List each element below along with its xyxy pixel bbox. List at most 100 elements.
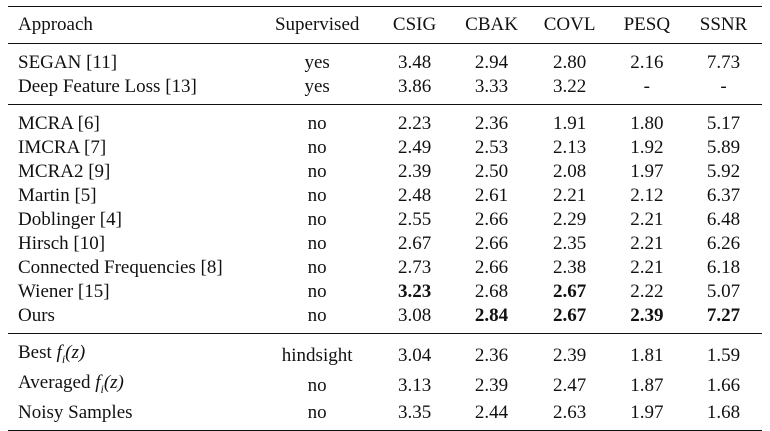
cell-supervised: yes xyxy=(257,43,377,75)
cell-covl: 2.21 xyxy=(552,185,587,206)
cell-approach: SEGAN [11] xyxy=(8,43,258,75)
cell-csig: 2.73 xyxy=(397,257,432,278)
cell-approach: Connected Frequencies [8] xyxy=(18,257,223,278)
cell-supervised: no xyxy=(307,257,327,278)
cell-cbak: 2.66 xyxy=(474,209,509,230)
cell-pesq: 2.39 xyxy=(630,305,664,326)
cell-supervised: no xyxy=(307,233,327,254)
cell-ssnr: 1.66 xyxy=(706,374,741,396)
cell-csig: 3.13 xyxy=(397,374,432,396)
cell-approach: MCRA [6] xyxy=(8,104,258,136)
cell-cbak: 2.39 xyxy=(474,374,509,396)
page: Approach Supervised CSIG CBAK COVL PESQ … xyxy=(8,6,762,431)
table-row: Wiener [15] no 3.23 2.68 2.67 2.22 5.07 xyxy=(8,280,762,304)
cell-pesq: 2.22 xyxy=(630,281,664,302)
cell-cbak: 2.66 xyxy=(474,257,509,278)
cell-approach: Martin [5] xyxy=(18,185,97,206)
cell-approach: MCRA2 [9] xyxy=(18,161,111,182)
cell-cbak: 2.50 xyxy=(474,161,509,182)
table-row: Deep Feature Loss [13] yes 3.86 3.33 3.22 - - xyxy=(8,75,762,105)
table-header: Approach Supervised CSIG CBAK COVL PESQ … xyxy=(8,6,762,44)
header-ssnr: SSNR xyxy=(685,6,762,44)
cell-pesq: 1.81 xyxy=(608,332,686,371)
cell-pesq: 1.97 xyxy=(630,161,664,182)
table-row: Connected Frequencies [8] no 2.73 2.66 2.38 2… xyxy=(8,256,762,280)
cell-ssnr: 6.37 xyxy=(706,185,741,206)
cell-covl: 1.91 xyxy=(530,104,609,136)
table-row: MCRA [6] no 2.23 2.36 1.91 1.80 5.17 xyxy=(8,104,762,136)
cell-cbak: 2.36 xyxy=(452,104,531,136)
cell-ssnr: 1.59 xyxy=(685,332,762,371)
table-row: Best fi(z)Best fi(z)hindsight3.042.362.3… xyxy=(8,332,762,371)
cell-covl: 2.13 xyxy=(552,137,587,158)
cell-cbak: 2.68 xyxy=(474,281,509,302)
cell-ssnr: 5.07 xyxy=(706,281,741,302)
header-pesq: PESQ xyxy=(608,6,686,44)
cell-covl: 2.39 xyxy=(530,332,609,371)
cell-pesq: 2.21 xyxy=(630,257,664,278)
cell-supervised: no xyxy=(307,305,327,326)
header-row: Approach Supervised CSIG CBAK COVL PESQ … xyxy=(8,6,762,44)
cell-cbak: 2.44 xyxy=(452,400,531,431)
cell-csig: 2.55 xyxy=(397,209,432,230)
cell-csig: 3.48 xyxy=(376,43,453,75)
table-row: Doblinger [4] no 2.55 2.66 2.29 2.21 6.48 xyxy=(8,208,762,232)
cell-ssnr: 5.17 xyxy=(685,104,762,136)
cell-covl: 2.08 xyxy=(552,161,587,182)
cell-ssnr: 5.92 xyxy=(706,161,741,182)
cell-approach: Averaged fi(z)Averaged fi(z) xyxy=(8,371,258,401)
cell-approach: Best fi(z)Best fi(z) xyxy=(8,332,258,371)
table-body: SEGAN [11] yes 3.48 2.94 2.80 2.16 7.73 Deep Fe… xyxy=(8,43,762,431)
cell-covl: 3.22 xyxy=(552,76,587,97)
cell-pesq: 1.80 xyxy=(608,104,686,136)
cell-covl: 2.29 xyxy=(552,209,587,230)
cell-pesq: 2.21 xyxy=(630,233,664,254)
cell-csig: 2.39 xyxy=(397,161,432,182)
cell-supervised: no xyxy=(307,161,327,182)
cell-csig: 3.86 xyxy=(397,76,432,97)
cell-cbak: 2.61 xyxy=(474,185,509,206)
cell-approach: Deep Feature Loss [13] xyxy=(18,76,197,97)
cell-covl: 2.63 xyxy=(530,400,609,431)
header-cbak: CBAK xyxy=(452,6,531,44)
cell-covl: 2.38 xyxy=(552,257,587,278)
cell-csig: 3.23 xyxy=(397,281,432,302)
cell-approach: Wiener [15] xyxy=(18,281,110,302)
cell-csig: 3.08 xyxy=(397,305,432,326)
approach-math: fi(z) xyxy=(95,371,124,396)
cell-csig: 2.23 xyxy=(376,104,453,136)
cell-cbak: 2.53 xyxy=(474,137,509,158)
header-covl: COVL xyxy=(530,6,609,44)
cell-cbak: 2.36 xyxy=(452,332,531,371)
table-row: Ours no 3.08 2.84 2.67 2.39 7.27 xyxy=(8,304,762,334)
table-row: SEGAN [11] yes 3.48 2.94 2.80 2.16 7.73 xyxy=(8,43,762,75)
cell-covl: 2.35 xyxy=(552,233,587,254)
cell-pesq: 1.92 xyxy=(630,137,664,158)
cell-csig: 2.49 xyxy=(397,137,432,158)
cell-supervised: no xyxy=(307,185,327,206)
cell-ssnr: 5.89 xyxy=(706,137,741,158)
header-csig: CSIG xyxy=(376,6,453,44)
header-approach: Approach xyxy=(8,6,258,44)
cell-ssnr: 1.68 xyxy=(685,400,762,431)
cell-supervised: no xyxy=(307,281,327,302)
cell-covl: 2.47 xyxy=(552,374,587,396)
cell-supervised: yes xyxy=(304,76,330,97)
cell-cbak: 2.84 xyxy=(474,305,509,326)
table-row: MCRA2 [9] no 2.39 2.50 2.08 1.97 5.92 xyxy=(8,160,762,184)
cell-supervised: hindsight xyxy=(257,332,377,371)
cell-csig: 3.35 xyxy=(376,400,453,431)
cell-ssnr: 6.26 xyxy=(706,233,741,254)
cell-pesq: 2.12 xyxy=(630,185,664,206)
approach-label: Averaged xyxy=(18,371,96,393)
table-row: Noisy Samples no 3.35 2.44 2.63 1.97 1.68 xyxy=(8,400,762,431)
table-row: Averaged fi(z)Averaged fi(z) no 3.13 2.39 2.… xyxy=(8,371,762,401)
table-row: Martin [5] no 2.48 2.61 2.21 2.12 6.37 xyxy=(8,184,762,208)
cell-approach: Doblinger [4] xyxy=(18,209,122,230)
cell-approach: Noisy Samples xyxy=(8,400,258,431)
cell-approach: IMCRA [7] xyxy=(18,137,107,158)
cell-csig: 3.04 xyxy=(376,332,453,371)
cell-supervised: no xyxy=(257,400,377,431)
cell-approach: Ours xyxy=(18,305,55,326)
approach-label: Best xyxy=(18,342,57,363)
